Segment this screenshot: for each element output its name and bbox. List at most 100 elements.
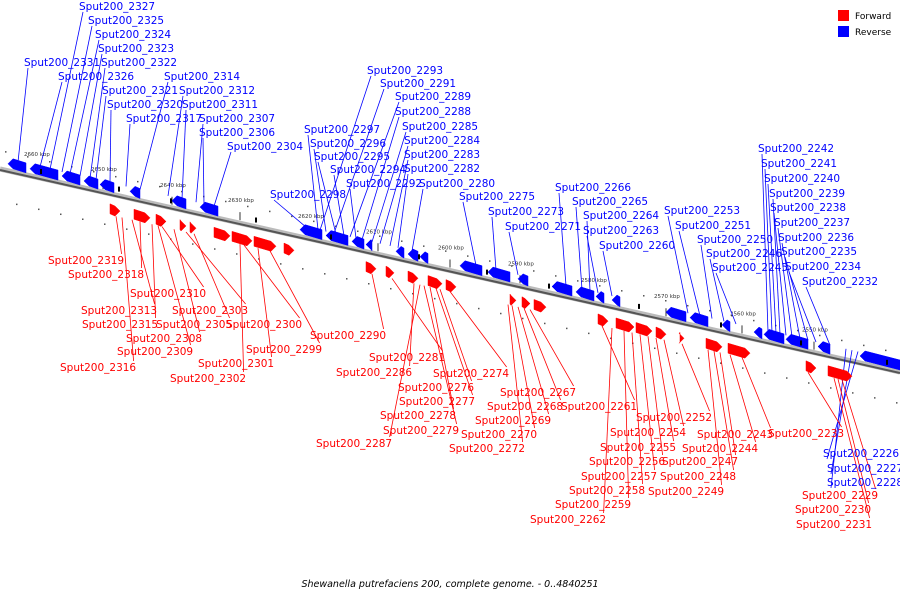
guide-dot <box>181 190 183 193</box>
misc-feature <box>800 340 802 346</box>
forward-leader-line <box>837 378 869 504</box>
misc-feature <box>486 269 488 275</box>
forward-leader-line <box>139 221 142 269</box>
guide-dot <box>401 240 403 242</box>
forward-gene-label: Sput200_2267 <box>500 387 576 399</box>
forward-gene-label: Sput200_2270 <box>461 429 537 441</box>
guide-dot <box>434 297 436 300</box>
reverse-leader-line <box>700 244 713 319</box>
forward-gene-label: Sput200_2259 <box>555 499 631 511</box>
forward-gene <box>727 342 751 359</box>
forward-leader-line <box>449 291 507 368</box>
reverse-gene-label: Sput200_2285 <box>402 121 478 133</box>
forward-gene-label: Sput200_2274 <box>433 368 509 380</box>
forward-gene-label: Sput200_2249 <box>648 486 724 498</box>
forward-leader-line <box>623 330 629 499</box>
guide-dot <box>874 397 876 399</box>
forward-gene <box>509 293 517 306</box>
guide-dot <box>533 270 535 272</box>
caption: Shewanella putrefaciens 200, complete ge… <box>301 579 598 590</box>
guide-dot <box>192 243 194 245</box>
forward-leader-line <box>655 337 674 442</box>
reverse-gene-label: Sput200_2264 <box>583 210 659 222</box>
guide-dot <box>522 317 524 320</box>
reverse-gene-label: Sput200_2241 <box>761 158 837 170</box>
reverse-gene-label: Sput200_2251 <box>675 220 751 232</box>
reverse-gene <box>785 334 809 350</box>
forward-gene <box>635 322 653 337</box>
forward-leader-line <box>729 354 756 443</box>
reverse-gene <box>171 195 187 210</box>
reverse-gene-label: Sput200_2323 <box>98 43 174 55</box>
tick-label: 2640 kbp <box>160 183 186 189</box>
guide-dot <box>126 228 128 230</box>
reverse-leader-line <box>167 95 184 196</box>
forward-leader-line <box>529 309 574 387</box>
reverse-leader-line <box>125 123 131 187</box>
forward-gene <box>179 218 187 232</box>
reverse-leader-line <box>767 183 777 334</box>
guide-dot <box>467 255 469 257</box>
reverse-leader-line <box>371 131 407 243</box>
forward-gene-label: Sput200_2248 <box>660 471 736 483</box>
tick-label: 2630 kbp <box>228 198 254 204</box>
reverse-gene-label: Sput200_2237 <box>774 217 850 229</box>
forward-gene <box>283 242 295 256</box>
forward-gene <box>678 331 685 344</box>
forward-gene <box>253 235 277 252</box>
forward-gene <box>385 265 395 279</box>
guide-dot <box>115 175 117 178</box>
reverse-gene <box>817 341 831 355</box>
forward-gene-label: Sput200_2299 <box>246 344 322 356</box>
guide-dot <box>654 347 656 350</box>
forward-leader-line <box>389 284 421 438</box>
forward-gene-label: Sput200_2252 <box>636 412 712 424</box>
guide-dot <box>731 314 733 317</box>
reverse-gene-label: Sput200_2294 <box>330 164 406 176</box>
guide-dot <box>885 349 887 352</box>
forward-leader-line <box>257 248 272 358</box>
guide-dot <box>159 185 161 188</box>
forward-gene-label: Sput200_2254 <box>610 427 686 439</box>
forward-leader-line <box>161 226 204 288</box>
reverse-gene <box>575 286 595 302</box>
reverse-gene-label: Sput200_2291 <box>380 78 456 90</box>
reverse-gene <box>763 329 785 345</box>
guide-dot <box>599 285 601 287</box>
reverse-leader-line <box>397 173 409 248</box>
reverse-leader-line <box>79 53 103 177</box>
tick-label: 2650 kbp <box>91 167 117 173</box>
reverse-leader-line <box>313 148 327 232</box>
legend-forward-swatch <box>838 10 849 21</box>
forward-leader-line <box>639 334 655 471</box>
tick-label: 2610 kbp <box>366 229 392 235</box>
guide-dot <box>687 304 689 307</box>
reverse-leader-line <box>389 159 409 247</box>
forward-leader-line <box>807 372 842 428</box>
reverse-gene-label: Sput200_2234 <box>785 261 861 273</box>
legend-reverse-swatch <box>838 26 849 37</box>
forward-gene-label: Sput200_2276 <box>398 382 474 394</box>
reverse-leader-line <box>586 235 599 293</box>
reverse-leader-line <box>139 81 169 190</box>
reverse-leader-line <box>202 137 205 205</box>
forward-gene <box>827 365 853 382</box>
guide-dot <box>423 245 425 247</box>
reverse-gene-label: Sput200_2288 <box>395 106 471 118</box>
reverse-gene <box>595 291 605 304</box>
reverse-gene-label: Sput200_2284 <box>404 135 480 147</box>
reverse-gene-label: Sput200_2298 <box>270 189 346 201</box>
reverse-gene-label: Sput200_2322 <box>101 57 177 69</box>
reverse-gene-label: Sput200_2297 <box>304 124 380 136</box>
reverse-leader-line <box>273 199 307 228</box>
misc-feature <box>548 283 550 289</box>
guide-dot <box>742 367 744 369</box>
misc-feature <box>170 198 172 204</box>
reverse-leader-line <box>764 168 773 333</box>
reverse-leader-line <box>678 230 701 316</box>
forward-gene-label: Sput200_2258 <box>569 485 645 497</box>
guide-dot <box>808 382 810 384</box>
reverse-leader-line <box>462 201 477 266</box>
forward-gene-label: Sput200_2300 <box>226 319 302 331</box>
forward-gene <box>521 296 531 309</box>
